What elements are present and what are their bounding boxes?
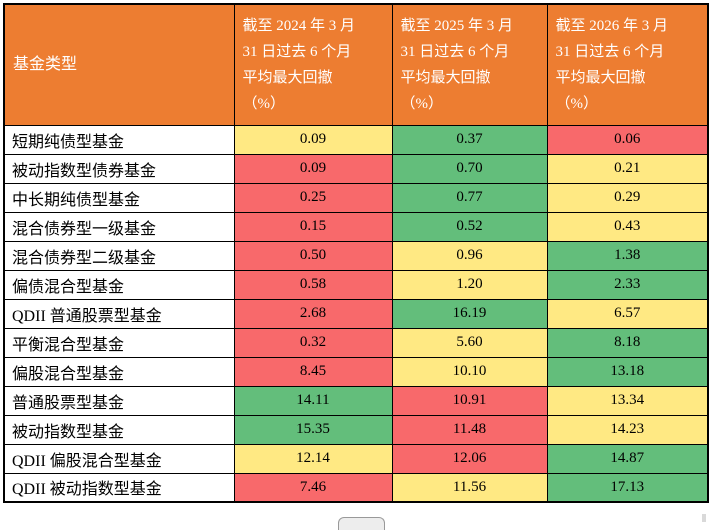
table-row: 混合债券型一级基金 0.15 0.52 0.43 bbox=[3, 211, 709, 242]
value-cell: 12.06 bbox=[391, 443, 548, 474]
table-row: 被动指数型基金 15.35 11.48 14.23 bbox=[3, 414, 709, 445]
table-row: 平衡混合型基金 0.32 5.60 8.18 bbox=[3, 327, 709, 358]
header-row: 基金类型 截至 2024 年 3 月 31 日过去 6 个月平均最大回撤（%） … bbox=[3, 3, 709, 126]
fund-type-cell: 被动指数型基金 bbox=[3, 414, 235, 445]
fund-type-cell: QDII 偏股混合型基金 bbox=[3, 443, 235, 474]
value-cell: 0.37 bbox=[391, 124, 548, 155]
fund-type-cell: 偏股混合型基金 bbox=[3, 356, 235, 387]
value-cell: 2.33 bbox=[546, 269, 709, 300]
value-cell: 0.15 bbox=[233, 211, 393, 242]
value-cell: 0.32 bbox=[233, 327, 393, 358]
value-cell: 8.45 bbox=[233, 356, 393, 387]
fund-type-cell: 平衡混合型基金 bbox=[3, 327, 235, 358]
value-cell: 0.58 bbox=[233, 269, 393, 300]
table-row: 普通股票型基金 14.11 10.91 13.34 bbox=[3, 385, 709, 416]
corner-header-fund-type: 基金类型 bbox=[3, 3, 235, 126]
value-cell: 10.91 bbox=[391, 385, 548, 416]
value-cell: 10.10 bbox=[391, 356, 548, 387]
table-row: QDII 被动指数型基金 7.46 11.56 17.13 bbox=[3, 472, 709, 503]
fund-type-cell: 短期纯债型基金 bbox=[3, 124, 235, 155]
header-2025: 截至 2025 年 3 月 31 日过去 6 个月平均最大回撤（%） bbox=[391, 3, 548, 126]
value-cell: 7.46 bbox=[233, 472, 393, 503]
fund-type-cell: 中长期纯债型基金 bbox=[3, 182, 235, 213]
fund-type-cell: 混合债券型二级基金 bbox=[3, 240, 235, 271]
table-row: 中长期纯债型基金 0.25 0.77 0.29 bbox=[3, 182, 709, 213]
value-cell: 0.70 bbox=[391, 153, 548, 184]
value-cell: 6.57 bbox=[546, 298, 709, 329]
value-cell: 0.29 bbox=[546, 182, 709, 213]
value-cell: 0.50 bbox=[233, 240, 393, 271]
value-cell: 0.09 bbox=[233, 124, 393, 155]
header-2026: 截至 2026 年 3 月 31 日过去 6 个月平均最大回撤（%） bbox=[546, 3, 709, 126]
value-cell: 13.34 bbox=[546, 385, 709, 416]
value-cell: 8.18 bbox=[546, 327, 709, 358]
value-cell: 2.68 bbox=[233, 298, 393, 329]
value-cell: 15.35 bbox=[233, 414, 393, 445]
fund-type-cell: 被动指数型债券基金 bbox=[3, 153, 235, 184]
value-cell: 13.18 bbox=[546, 356, 709, 387]
value-cell: 0.09 bbox=[233, 153, 393, 184]
value-cell: 1.38 bbox=[546, 240, 709, 271]
value-cell: 14.87 bbox=[546, 443, 709, 474]
value-cell: 0.52 bbox=[391, 211, 548, 242]
value-cell: 11.56 bbox=[391, 472, 548, 503]
value-cell: 17.13 bbox=[546, 472, 709, 503]
table-row: 短期纯债型基金 0.09 0.37 0.06 bbox=[3, 124, 709, 155]
table-row: 偏股混合型基金 8.45 10.10 13.18 bbox=[3, 356, 709, 387]
value-cell: 1.20 bbox=[391, 269, 548, 300]
value-cell: 14.11 bbox=[233, 385, 393, 416]
table-row: QDII 普通股票型基金 2.68 16.19 6.57 bbox=[3, 298, 709, 329]
value-cell: 0.25 bbox=[233, 182, 393, 213]
table-row: QDII 偏股混合型基金 12.14 12.06 14.87 bbox=[3, 443, 709, 474]
fund-type-cell: QDII 普通股票型基金 bbox=[3, 298, 235, 329]
corner-artifact bbox=[702, 514, 706, 522]
fund-type-cell: 普通股票型基金 bbox=[3, 385, 235, 416]
value-cell: 0.96 bbox=[391, 240, 548, 271]
value-cell: 5.60 bbox=[391, 327, 548, 358]
value-cell: 0.21 bbox=[546, 153, 709, 184]
value-cell: 0.43 bbox=[546, 211, 709, 242]
value-cell: 16.19 bbox=[391, 298, 548, 329]
value-cell: 12.14 bbox=[233, 443, 393, 474]
table-row: 混合债券型二级基金 0.50 0.96 1.38 bbox=[3, 240, 709, 271]
table-row: 被动指数型债券基金 0.09 0.70 0.21 bbox=[3, 153, 709, 184]
fund-type-cell: QDII 被动指数型基金 bbox=[3, 472, 235, 503]
drawdown-table: 基金类型 截至 2024 年 3 月 31 日过去 6 个月平均最大回撤（%） … bbox=[3, 3, 709, 503]
header-2024: 截至 2024 年 3 月 31 日过去 6 个月平均最大回撤（%） bbox=[233, 3, 393, 126]
table-row: 偏债混合型基金 0.58 1.20 2.33 bbox=[3, 269, 709, 300]
value-cell: 14.23 bbox=[546, 414, 709, 445]
value-cell: 0.77 bbox=[391, 182, 548, 213]
fund-type-cell: 偏债混合型基金 bbox=[3, 269, 235, 300]
value-cell: 11.48 bbox=[391, 414, 548, 445]
fund-type-cell: 混合债券型一级基金 bbox=[3, 211, 235, 242]
value-cell: 0.06 bbox=[546, 124, 709, 155]
